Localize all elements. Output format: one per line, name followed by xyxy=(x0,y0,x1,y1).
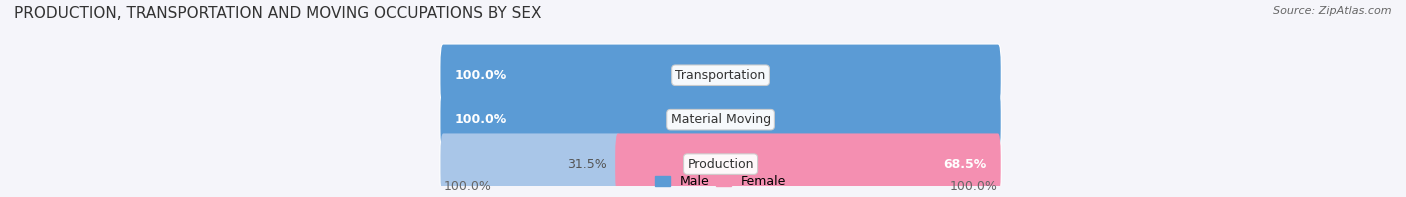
FancyBboxPatch shape xyxy=(440,133,620,195)
Text: 100.0%: 100.0% xyxy=(950,180,998,193)
FancyBboxPatch shape xyxy=(440,133,1001,195)
Text: Transportation: Transportation xyxy=(675,69,766,82)
Text: PRODUCTION, TRANSPORTATION AND MOVING OCCUPATIONS BY SEX: PRODUCTION, TRANSPORTATION AND MOVING OC… xyxy=(14,6,541,21)
FancyBboxPatch shape xyxy=(616,133,1001,195)
Legend: Male, Female: Male, Female xyxy=(650,170,792,193)
Text: Source: ZipAtlas.com: Source: ZipAtlas.com xyxy=(1274,6,1392,16)
Text: 100.0%: 100.0% xyxy=(454,69,506,82)
FancyBboxPatch shape xyxy=(440,45,1001,106)
FancyBboxPatch shape xyxy=(440,89,1001,150)
FancyBboxPatch shape xyxy=(440,89,1001,150)
Text: 100.0%: 100.0% xyxy=(443,180,491,193)
FancyBboxPatch shape xyxy=(440,45,1001,106)
Text: 68.5%: 68.5% xyxy=(943,158,987,171)
Text: Production: Production xyxy=(688,158,754,171)
Text: Material Moving: Material Moving xyxy=(671,113,770,126)
Text: 31.5%: 31.5% xyxy=(567,158,607,171)
Text: 100.0%: 100.0% xyxy=(454,113,506,126)
